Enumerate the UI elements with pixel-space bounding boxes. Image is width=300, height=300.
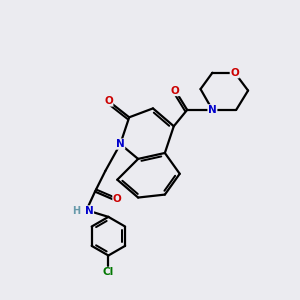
- Text: O: O: [171, 85, 180, 96]
- Text: N: N: [208, 105, 217, 115]
- Text: O: O: [230, 68, 239, 78]
- Text: Cl: Cl: [103, 268, 114, 278]
- Text: O: O: [113, 194, 122, 204]
- Text: O: O: [104, 96, 113, 106]
- Text: N: N: [85, 206, 93, 216]
- Text: H: H: [73, 206, 81, 216]
- Text: N: N: [116, 139, 125, 149]
